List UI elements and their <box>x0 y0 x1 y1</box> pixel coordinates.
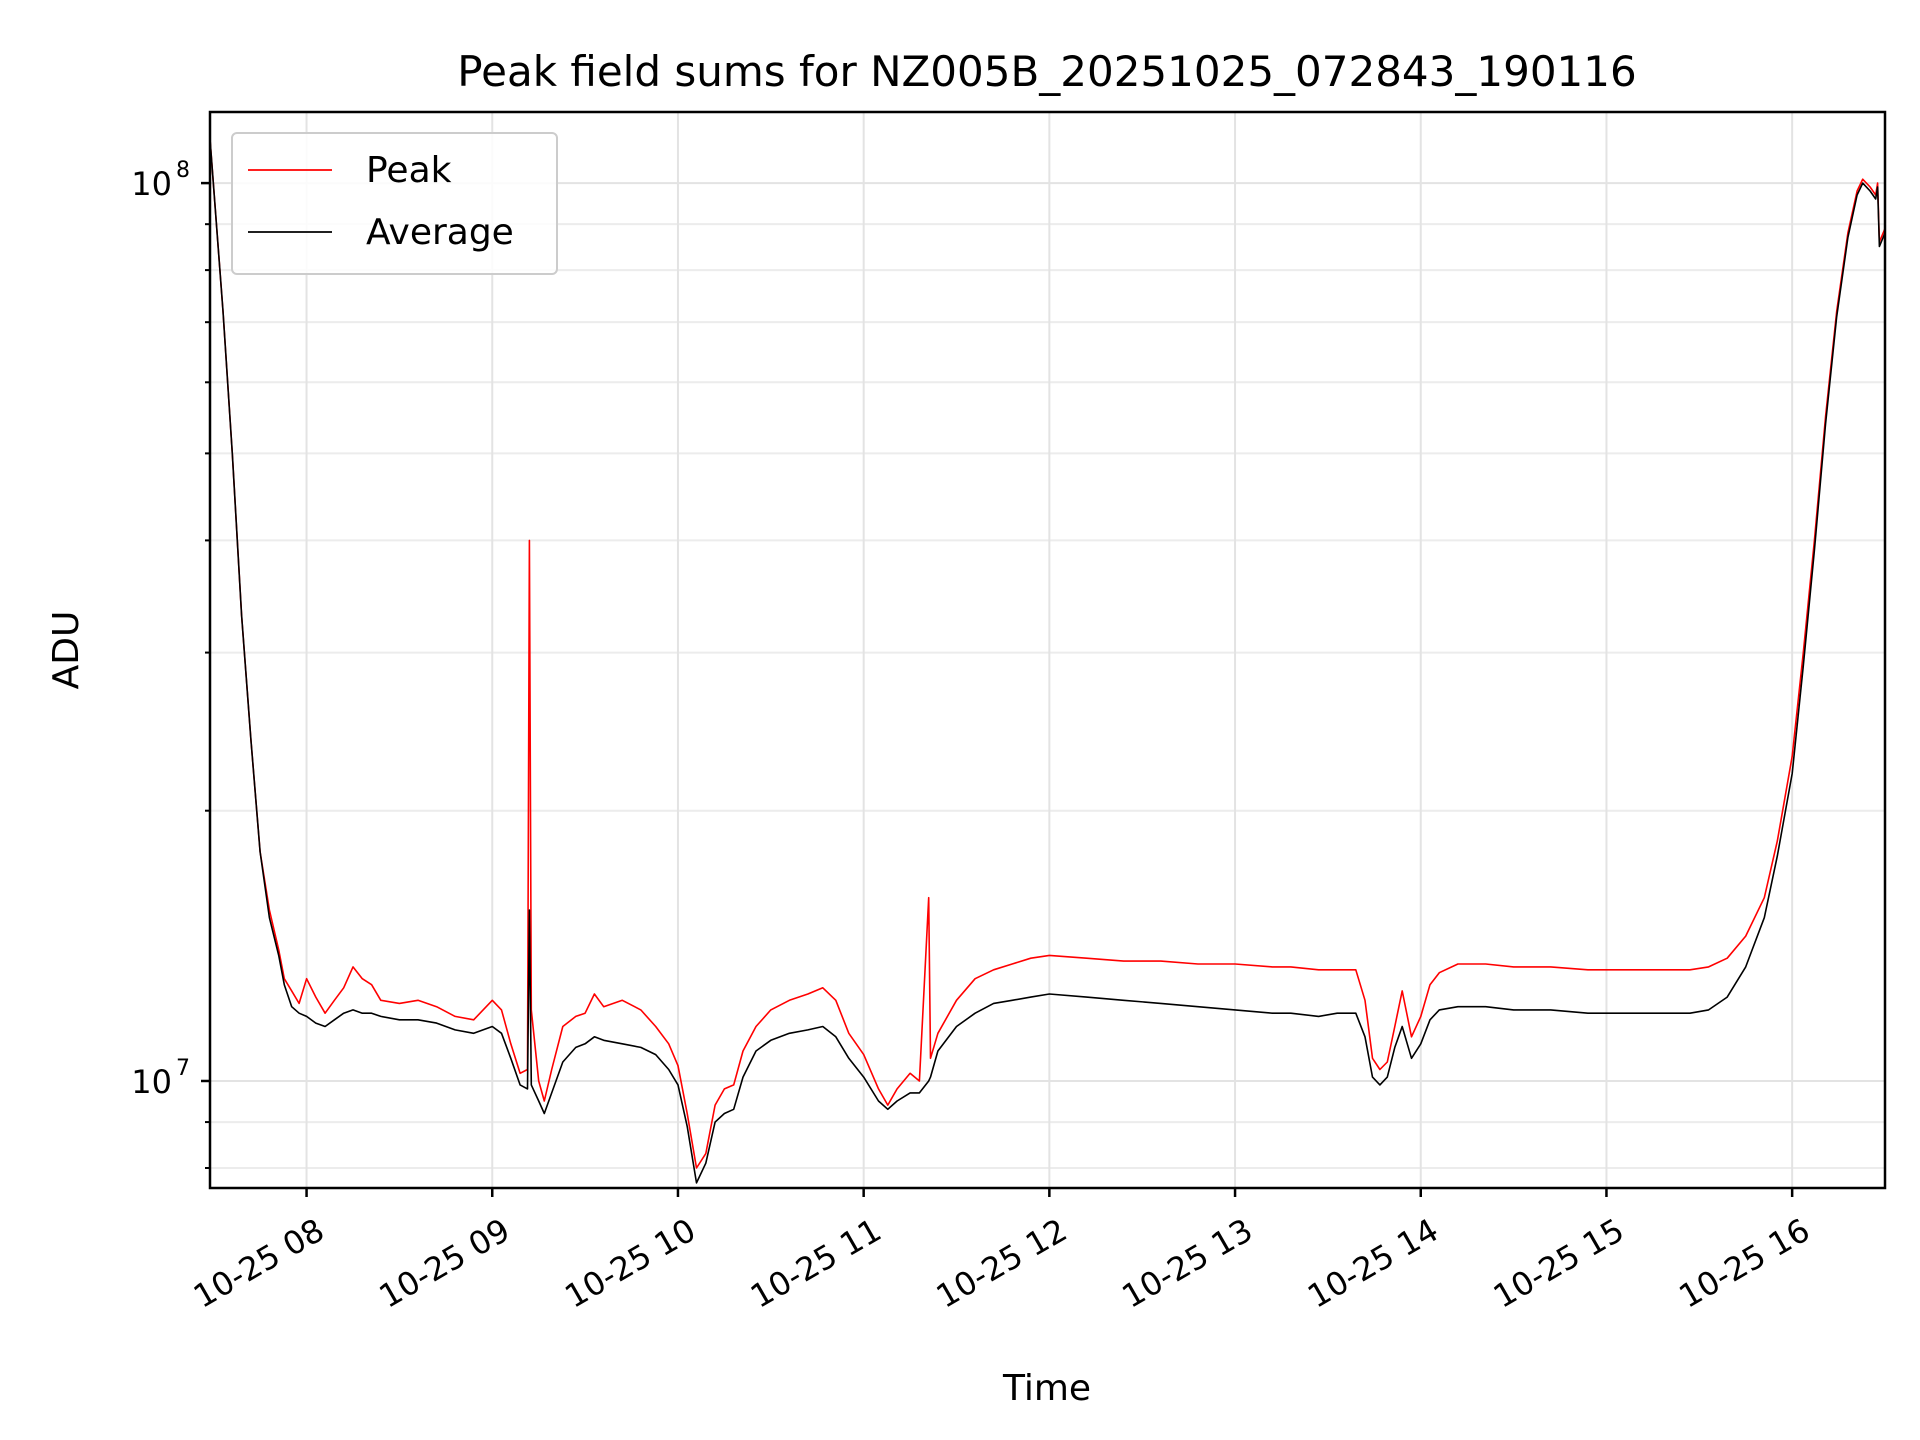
legend: Peak Average <box>231 132 558 275</box>
plot-frame <box>208 110 1887 1190</box>
x-axis-label: Time <box>1002 1368 1091 1409</box>
legend-label-peak: Peak <box>366 150 452 191</box>
series-line-average <box>210 138 1885 1184</box>
legend-label-average: Average <box>366 212 514 253</box>
y-tick-exponent: 7 <box>176 1056 190 1081</box>
y-tick-label: 10 <box>131 165 172 203</box>
legend-box <box>231 132 558 275</box>
y-tick-exponent: 8 <box>176 158 190 183</box>
y-tick-label: 10 <box>131 1063 172 1101</box>
chart-title: Peak field sums for NZ005B_20251025_0728… <box>457 47 1636 96</box>
y-axis-label: ADU <box>46 611 87 690</box>
series-line-peak <box>210 138 1885 1169</box>
series-layer <box>210 138 1885 1184</box>
